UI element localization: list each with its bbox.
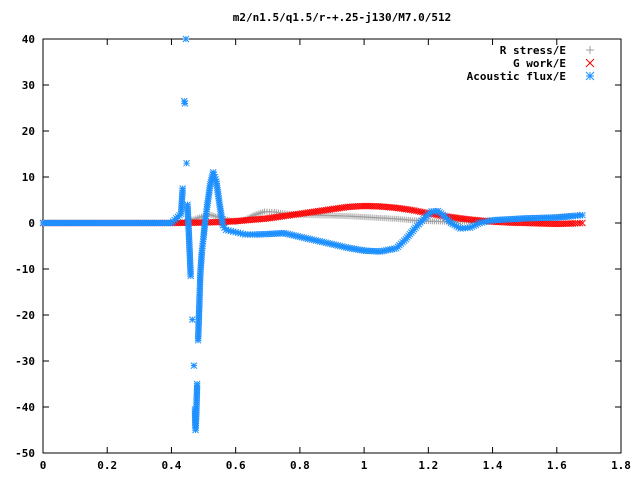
data-point: [182, 35, 190, 43]
x-tick-label: 0.4: [162, 459, 182, 472]
data-point: [190, 362, 198, 369]
data-point: [193, 380, 201, 388]
data-point: [408, 206, 416, 214]
legend-marker: [585, 71, 595, 81]
x-tick-label: 1.6: [547, 459, 567, 472]
y-tick-label: -10: [15, 263, 35, 276]
y-tick-label: 30: [22, 79, 35, 92]
legend-label: R stress/E: [500, 44, 566, 57]
y-axis: 40 30 20 10 0 -10 -20 -30 -40 -50: [15, 33, 621, 460]
data-point: [183, 159, 190, 167]
y-tick-label: -50: [15, 447, 35, 460]
y-tick-label: 10: [22, 171, 35, 184]
legend-label: G work/E: [513, 57, 566, 70]
x-tick-label: 0.6: [226, 459, 246, 472]
series-acoustic-flux-e: [39, 35, 586, 434]
y-tick-label: 40: [22, 33, 35, 46]
x-axis: 0 0.2 0.4 0.6 0.8 1 1.2 1.4 1.6 1.8: [40, 39, 631, 472]
y-tick-label: -40: [15, 401, 35, 414]
legend-marker: [585, 58, 595, 68]
y-tick-label: 20: [22, 125, 35, 138]
chart-title: m2/n1.5/q1.5/r-+.25-j130/M7.0/512: [233, 11, 452, 24]
x-tick-label: 1.2: [418, 459, 438, 472]
x-tick-label: 0.2: [97, 459, 117, 472]
y-tick-label: -20: [15, 309, 35, 322]
x-tick-label: 0.8: [290, 459, 310, 472]
x-tick-label: 1: [361, 459, 368, 472]
data-point: [412, 207, 420, 215]
data-point: [414, 207, 422, 215]
data-point: [576, 219, 584, 227]
plot-frame: [42, 38, 622, 454]
data-point: [579, 219, 586, 227]
x-tick-label: 1.8: [611, 459, 631, 472]
x-tick-label: 1.4: [483, 459, 503, 472]
legend-marker: [586, 46, 594, 54]
data-point: [179, 185, 187, 192]
data-point: [579, 211, 586, 219]
y-tick-label: 0: [28, 217, 35, 230]
data-point: [416, 208, 424, 216]
legend-label: Acoustic flux/E: [467, 70, 566, 83]
data-point: [410, 207, 418, 214]
y-tick-label: -30: [15, 355, 35, 368]
data-point: [181, 100, 189, 107]
x-tick-label: 0: [40, 459, 47, 472]
data-point: [187, 272, 195, 280]
plot-area: [39, 35, 586, 434]
data-point: [188, 316, 196, 323]
